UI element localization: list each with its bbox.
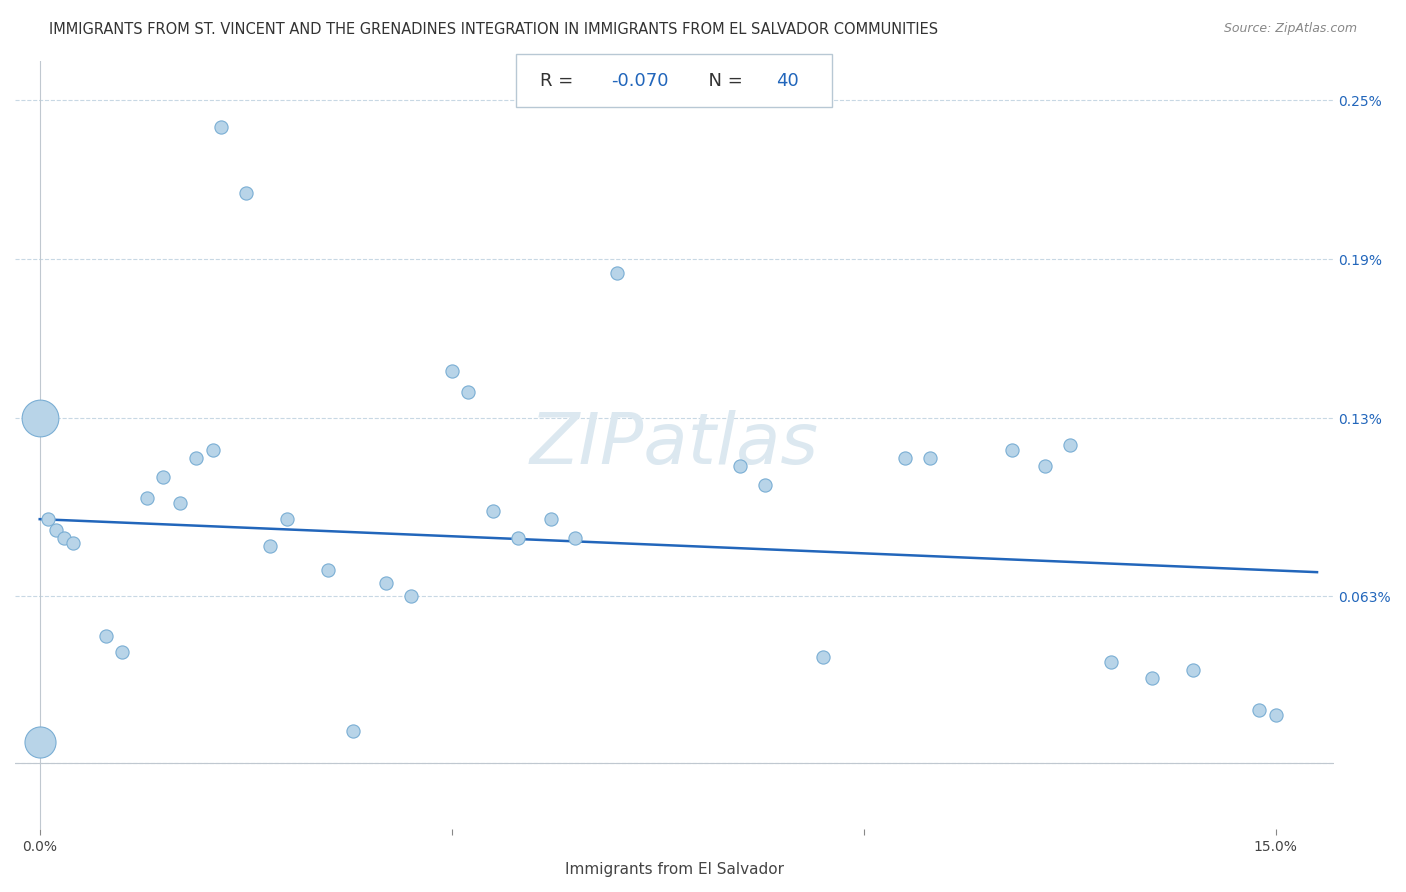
Text: -0.070: -0.070 (612, 71, 668, 89)
Point (259, 539, 281, 553)
Point (728, 459, 751, 474)
Point (235, 186, 257, 201)
Point (53, 531, 76, 545)
Text: Source: ZipAtlas.com: Source: ZipAtlas.com (1223, 22, 1357, 36)
Point (316, 562, 339, 576)
Point (894, 451, 917, 466)
Point (1249, 703, 1271, 717)
Point (440, 364, 463, 378)
Point (45, 523, 67, 537)
Point (62, 536, 84, 550)
Point (1001, 443, 1024, 458)
Point (169, 496, 191, 510)
Point (1099, 655, 1122, 669)
Point (1142, 671, 1164, 685)
Point (135, 491, 157, 505)
Point (37, 512, 59, 526)
Point (111, 645, 134, 659)
Text: N =: N = (696, 71, 748, 89)
Text: IMMIGRANTS FROM ST. VINCENT AND THE GRENADINES INTEGRATION IN IMMIGRANTS FROM EL: IMMIGRANTS FROM ST. VINCENT AND THE GREN… (49, 22, 938, 37)
Point (811, 650, 834, 665)
Text: R =: R = (540, 71, 579, 89)
FancyBboxPatch shape (516, 54, 832, 107)
Point (606, 266, 628, 280)
Point (1059, 438, 1081, 452)
Point (540, 512, 562, 526)
Point (754, 477, 776, 491)
Point (399, 589, 422, 603)
Point (201, 443, 224, 458)
Point (342, 724, 364, 739)
Point (1182, 663, 1205, 677)
Point (209, 120, 232, 134)
Text: 40: 40 (776, 71, 799, 89)
Point (152, 469, 174, 483)
Point (28, 411, 51, 425)
Point (276, 512, 298, 526)
Point (1264, 708, 1286, 723)
Point (28, 411, 51, 425)
Point (186, 451, 208, 466)
Point (1033, 459, 1056, 474)
Point (506, 531, 529, 545)
Point (918, 451, 941, 466)
X-axis label: Immigrants from El Salvador: Immigrants from El Salvador (565, 862, 783, 877)
Point (374, 575, 396, 590)
Point (482, 504, 505, 518)
Point (94, 629, 117, 643)
Point (457, 384, 479, 399)
Point (28, 735, 51, 749)
Text: ZIPatlas: ZIPatlas (530, 410, 818, 479)
Point (564, 531, 586, 545)
